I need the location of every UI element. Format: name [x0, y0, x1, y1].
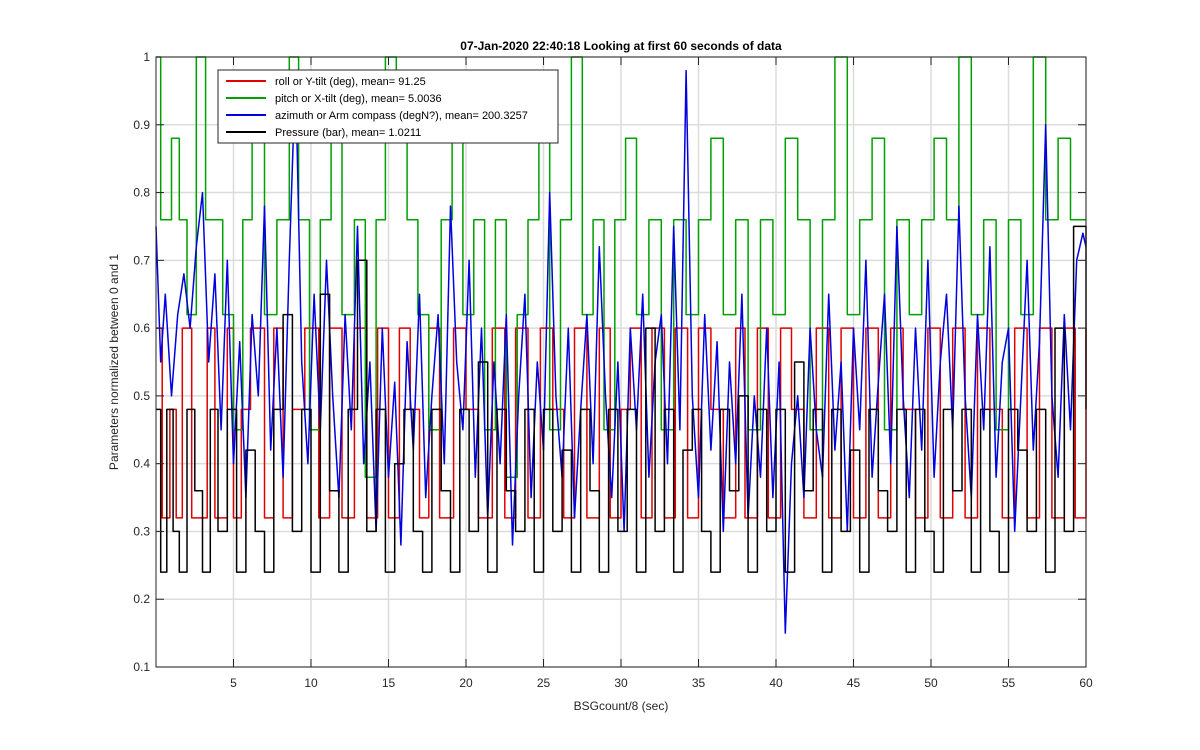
legend-box	[217, 69, 559, 144]
legend-entry-roll: roll or Y-tilt (deg), mean= 91.25	[226, 76, 426, 88]
legend-entry-azimuth: azimuth or Arm compass (degN?), mean= 20…	[226, 110, 528, 122]
y-tick-label: 0.3	[133, 524, 150, 538]
x-axis-label: BSGcount/8 (sec)	[574, 699, 669, 713]
x-tick-label: 20	[459, 676, 473, 690]
y-tick-label: 0.9	[133, 118, 150, 132]
y-tick-label: 0.7	[133, 253, 150, 267]
legend-label-pressure: Pressure (bar), mean= 1.0211	[275, 127, 421, 139]
y-axis-label: Parameters normalized between 0 and 1	[107, 254, 121, 470]
y-tick-label: 0.1	[133, 660, 150, 674]
legend-label-azimuth: azimuth or Arm compass (degN?), mean= 20…	[275, 110, 528, 122]
x-tick-label: 35	[692, 676, 706, 690]
x-tick-label: 50	[924, 676, 938, 690]
series-line-pressure	[156, 225, 1087, 573]
y-tick-label: 0.6	[133, 321, 150, 335]
legend: roll or Y-tilt (deg), mean= 91.25 pitch …	[217, 69, 559, 144]
legend-label-pitch: pitch or X-tilt (deg), mean= 5.0036	[275, 93, 442, 105]
x-tick-label: 15	[382, 676, 396, 690]
chart-title: 07-Jan-2020 22:40:18 Looking at first 60…	[460, 39, 782, 53]
x-tick-label: 25	[537, 676, 551, 690]
axis-ticks: 5 10 15 20 25 30 35 40 45 50 55 60 0.1 0.2 0.3 0.4 0.5 0.…	[133, 50, 1093, 690]
y-tick-label: 0.5	[133, 389, 150, 403]
x-tick-label: 5	[230, 676, 237, 690]
x-tick-label: 45	[847, 676, 861, 690]
series-line-azimuth	[155, 69, 1087, 634]
x-tick-label: 10	[304, 676, 318, 690]
x-tick-label: 55	[1002, 676, 1016, 690]
y-tick-label: 0.8	[133, 186, 150, 200]
legend-entry-pitch: pitch or X-tilt (deg), mean= 5.0036	[226, 93, 442, 105]
x-tick-label: 30	[614, 676, 628, 690]
y-tick-label: 0.2	[133, 592, 150, 606]
legend-label-roll: roll or Y-tilt (deg), mean= 91.25	[275, 76, 426, 88]
x-tick-label: 40	[769, 676, 783, 690]
legend-entry-pressure: Pressure (bar), mean= 1.0211	[226, 127, 421, 139]
x-tick-label: 60	[1079, 676, 1093, 690]
y-tick-label: 0.4	[133, 457, 150, 471]
y-tick-label: 1	[143, 50, 150, 64]
